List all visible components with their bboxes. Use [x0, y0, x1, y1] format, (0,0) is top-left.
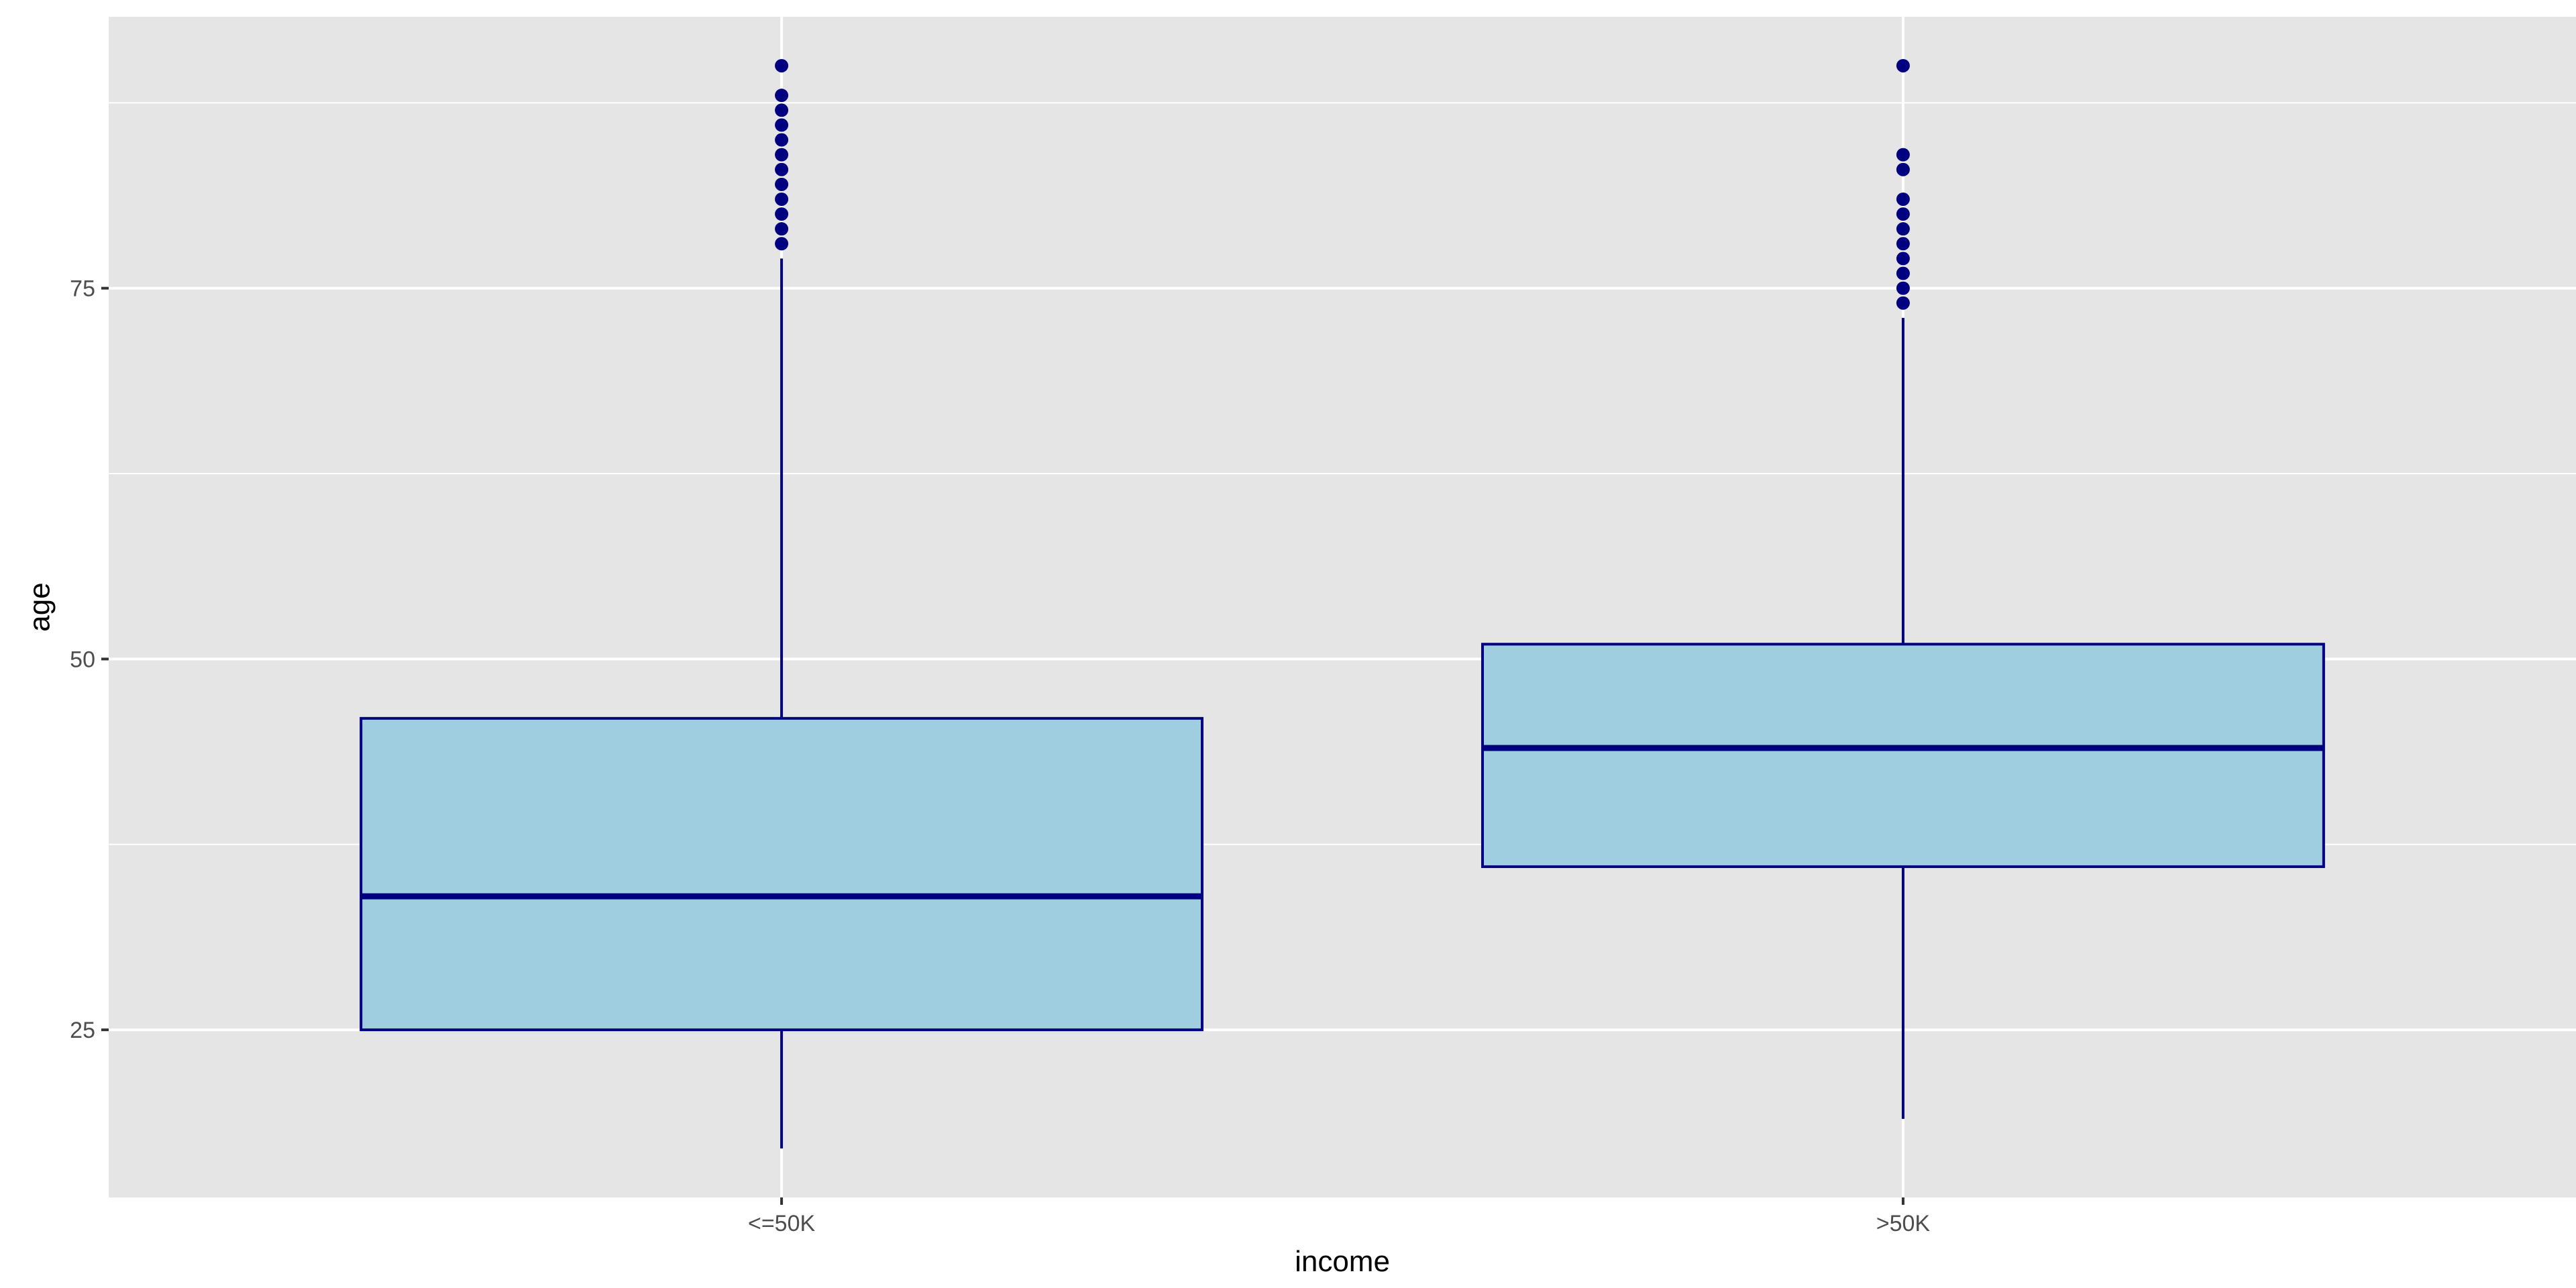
outlier-point — [1896, 281, 1910, 295]
outlier-point — [1896, 148, 1910, 162]
outlier-point — [1896, 266, 1910, 280]
outlier-point — [1896, 296, 1910, 310]
outlier-point — [1896, 58, 1910, 72]
y-axis-title: age — [23, 582, 56, 631]
outlier-point — [1896, 252, 1910, 266]
outlier-point — [1896, 162, 1910, 176]
outlier-point — [1896, 192, 1910, 206]
outlier-point — [775, 222, 789, 236]
box-iqr — [360, 716, 1204, 1032]
x-axis: <=50K >50K — [748, 1197, 1930, 1236]
outlier-point — [1896, 207, 1910, 221]
x-axis-title: income — [1295, 1245, 1390, 1278]
x-tick-label: >50K — [1876, 1211, 1931, 1236]
y-tick-label: 50 — [70, 647, 95, 672]
box-iqr — [1481, 643, 2325, 868]
box-group — [360, 58, 1204, 1149]
y-axis: 25 50 75 — [70, 276, 109, 1043]
outlier-point — [1896, 237, 1910, 251]
outlier-point — [775, 58, 789, 72]
outlier-point — [1896, 222, 1910, 236]
y-tick-label: 25 — [70, 1018, 95, 1043]
x-tick-label: <=50K — [748, 1211, 816, 1236]
outlier-point — [775, 177, 789, 191]
outlier-point — [775, 118, 789, 132]
y-tick-label: 75 — [70, 276, 95, 302]
outlier-point — [775, 192, 789, 206]
box-group — [1481, 58, 2325, 1119]
outlier-point — [775, 133, 789, 147]
outlier-point — [775, 148, 789, 162]
outlier-point — [775, 237, 789, 251]
outlier-point — [775, 103, 789, 117]
outlier-point — [775, 207, 789, 221]
outlier-point — [775, 162, 789, 176]
outlier-point — [775, 89, 789, 103]
boxes-layer — [360, 58, 2325, 1149]
